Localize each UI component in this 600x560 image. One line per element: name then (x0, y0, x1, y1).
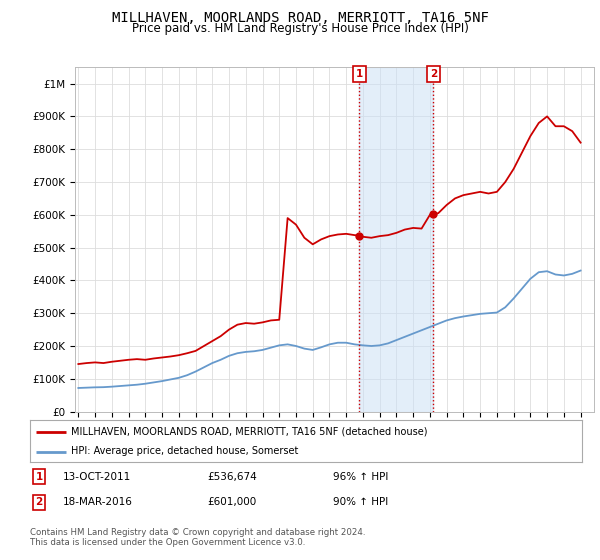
Text: 2: 2 (430, 69, 437, 79)
Text: 1: 1 (356, 69, 363, 79)
Text: MILLHAVEN, MOORLANDS ROAD, MERRIOTT, TA16 5NF: MILLHAVEN, MOORLANDS ROAD, MERRIOTT, TA1… (112, 11, 488, 25)
Text: £536,674: £536,674 (207, 472, 257, 482)
Text: 13-OCT-2011: 13-OCT-2011 (63, 472, 131, 482)
Text: 90% ↑ HPI: 90% ↑ HPI (333, 497, 388, 507)
Text: HPI: Average price, detached house, Somerset: HPI: Average price, detached house, Some… (71, 446, 299, 456)
Text: 18-MAR-2016: 18-MAR-2016 (63, 497, 133, 507)
Bar (359, 67, 433, 412)
Text: £601,000: £601,000 (207, 497, 256, 507)
Text: 2: 2 (35, 497, 43, 507)
Text: Contains HM Land Registry data © Crown copyright and database right 2024.
This d: Contains HM Land Registry data © Crown c… (30, 528, 365, 547)
Text: Price paid vs. HM Land Registry's House Price Index (HPI): Price paid vs. HM Land Registry's House … (131, 22, 469, 35)
Text: MILLHAVEN, MOORLANDS ROAD, MERRIOTT, TA16 5NF (detached house): MILLHAVEN, MOORLANDS ROAD, MERRIOTT, TA1… (71, 427, 428, 437)
Text: 96% ↑ HPI: 96% ↑ HPI (333, 472, 388, 482)
Text: 1: 1 (35, 472, 43, 482)
